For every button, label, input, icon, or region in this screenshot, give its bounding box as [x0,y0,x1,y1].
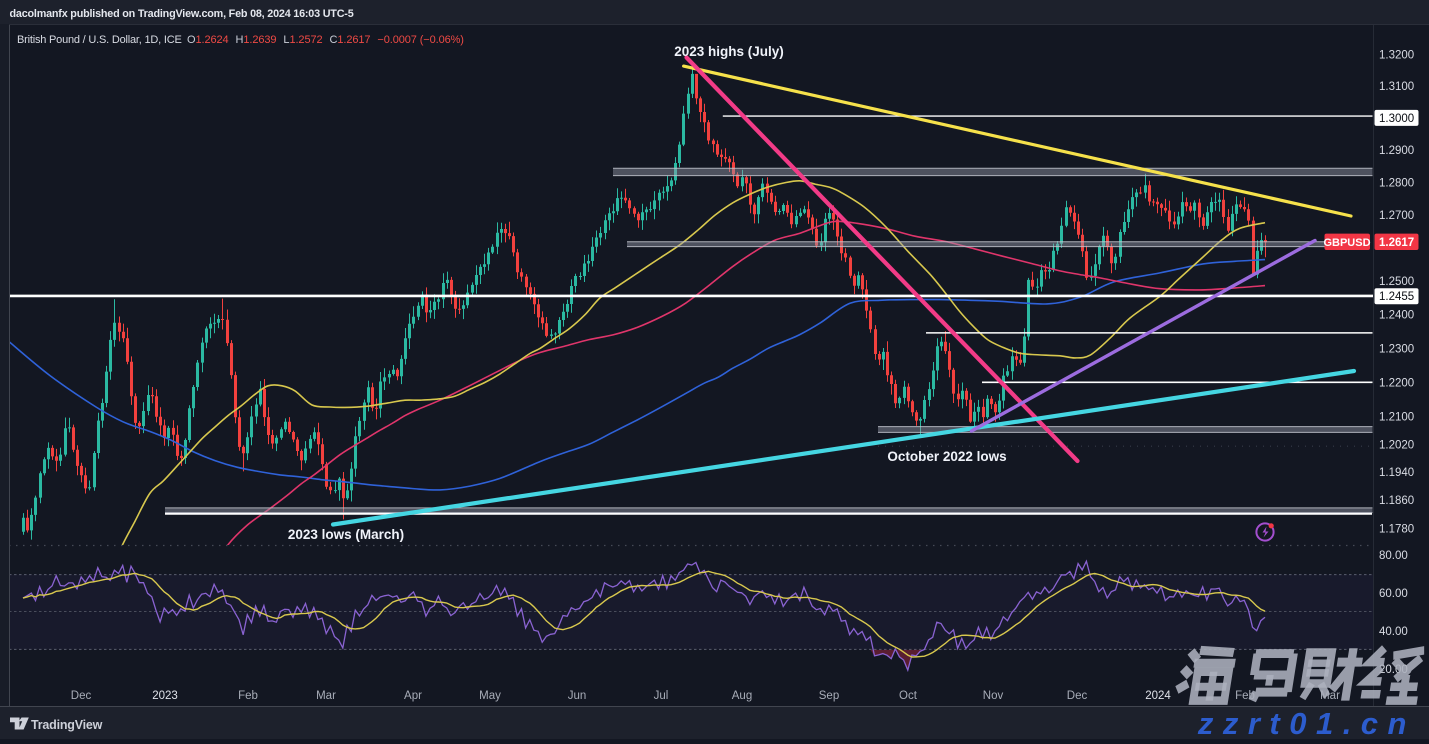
svg-text:1.2900: 1.2900 [1379,145,1414,157]
svg-text:1.2200: 1.2200 [1379,377,1414,389]
svg-text:Aug: Aug [732,690,752,702]
svg-text:Jul: Jul [654,690,669,702]
svg-text:Jun: Jun [568,690,587,702]
svg-text:2023 lows (March): 2023 lows (March) [288,527,404,542]
svg-text:TradingView: TradingView [31,718,103,732]
svg-text:Mar: Mar [316,690,336,702]
svg-text:1.3100: 1.3100 [1379,81,1414,93]
svg-text:dacolmanfx published on Tradin: dacolmanfx published on TradingView.com,… [10,8,354,20]
svg-text:60.00: 60.00 [1379,588,1408,600]
svg-text:Apr: Apr [404,690,422,702]
svg-text:zzrt01.cn: zzrt01.cn [1197,706,1416,739]
svg-text:Dec: Dec [71,690,92,702]
svg-text:40.00: 40.00 [1379,626,1408,638]
svg-text:1.3000: 1.3000 [1379,113,1414,125]
svg-text:1.1940: 1.1940 [1379,467,1414,479]
svg-text:1.2020: 1.2020 [1379,439,1414,451]
svg-text:1.2500: 1.2500 [1379,276,1414,288]
svg-text:2023 highs (July): 2023 highs (July) [674,44,784,59]
svg-text:1.2617: 1.2617 [1379,237,1414,249]
svg-text:1.2300: 1.2300 [1379,343,1414,355]
svg-text:1.3200: 1.3200 [1379,49,1414,61]
svg-text:2023: 2023 [152,690,178,702]
svg-text:Dec: Dec [1067,690,1088,702]
svg-text:May: May [479,690,501,702]
svg-text:October 2022 lows: October 2022 lows [887,449,1006,464]
svg-text:1.2100: 1.2100 [1379,412,1414,424]
svg-text:British Pound / U.S. Dollar, 1: British Pound / U.S. Dollar, 1D, ICE [17,34,182,46]
svg-text:Sep: Sep [819,690,839,702]
svg-text:2024: 2024 [1145,690,1171,702]
svg-text:1.2700: 1.2700 [1379,210,1414,222]
svg-text:1.2400: 1.2400 [1379,310,1414,322]
svg-text:80.00: 80.00 [1379,550,1408,562]
svg-text:1.2800: 1.2800 [1379,178,1414,190]
svg-text:Feb: Feb [238,690,258,702]
svg-text:1.2455: 1.2455 [1379,291,1414,303]
svg-text:1.1860: 1.1860 [1379,495,1414,507]
svg-text:Nov: Nov [983,690,1004,702]
svg-text:GBPUSD: GBPUSD [1323,237,1370,249]
svg-text:Oct: Oct [899,690,918,702]
svg-text:1.1780: 1.1780 [1379,523,1414,535]
